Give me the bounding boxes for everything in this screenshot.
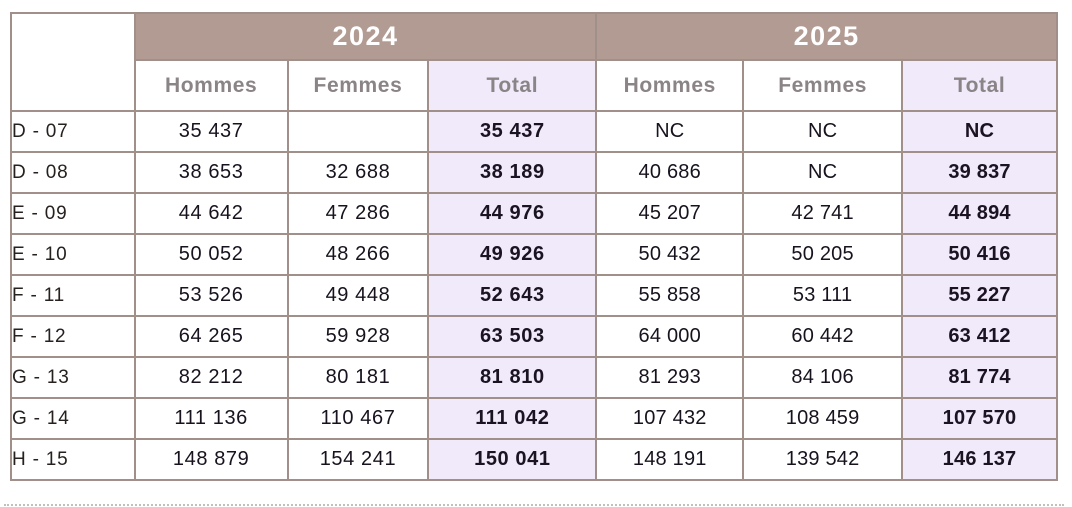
total-value-cell: 63 412	[901, 315, 1058, 358]
value-cell: 81 293	[595, 356, 745, 399]
value-cell: 49 448	[286, 274, 430, 317]
value-cell: 148 879	[133, 438, 289, 481]
statistics-table: 2024 2025 Hommes Femmes Total Hommes Fem…	[10, 12, 1058, 481]
value-cell: 110 467	[286, 397, 430, 440]
value-cell: 50 432	[595, 233, 745, 276]
total-value-cell: 49 926	[427, 233, 598, 276]
value-cell: 40 686	[595, 151, 745, 194]
table-row: D - 08 38 653 32 688 38 189 40 686 NC 39 837	[10, 151, 1058, 194]
row-label: D - 08	[10, 151, 136, 194]
table-row: H - 15 148 879 154 241 150 041 148 191 139 54…	[10, 438, 1058, 481]
corner-spacer-cell	[10, 12, 136, 112]
table-body: D - 07 35 437 35 437 NC NC NC D - 08 38 653 32 6…	[10, 110, 1058, 481]
value-cell: 84 106	[742, 356, 904, 399]
value-cell: NC	[742, 110, 904, 153]
value-cell: NC	[742, 151, 904, 194]
value-cell: 64 265	[133, 315, 289, 358]
value-cell: 108 459	[742, 397, 904, 440]
value-cell: NC	[595, 110, 745, 153]
total-value-cell: 39 837	[901, 151, 1058, 194]
bottom-dotted-line	[4, 504, 1064, 506]
table-row: G - 14 111 136 110 467 111 042 107 432 108 45…	[10, 397, 1058, 440]
year-header-2025: 2025	[595, 12, 1058, 61]
year-header-2024: 2024	[133, 12, 598, 61]
column-header-total-2025: Total	[901, 59, 1058, 112]
column-header-femmes-2024: Femmes	[286, 59, 430, 112]
total-value-cell: 38 189	[427, 151, 598, 194]
total-value-cell: 35 437	[427, 110, 598, 153]
row-label: G - 13	[10, 356, 136, 399]
table-row: F - 11 53 526 49 448 52 643 55 858 53 111 55 2…	[10, 274, 1058, 317]
value-cell: 82 212	[133, 356, 289, 399]
total-value-cell: 52 643	[427, 274, 598, 317]
table-row: F - 12 64 265 59 928 63 503 64 000 60 442 63 4…	[10, 315, 1058, 358]
value-cell: 47 286	[286, 192, 430, 235]
row-label: E - 10	[10, 233, 136, 276]
table-row: E - 10 50 052 48 266 49 926 50 432 50 205 50 4…	[10, 233, 1058, 276]
value-cell: 60 442	[742, 315, 904, 358]
total-value-cell: 111 042	[427, 397, 598, 440]
row-label: G - 14	[10, 397, 136, 440]
total-value-cell: 44 976	[427, 192, 598, 235]
value-cell: 55 858	[595, 274, 745, 317]
value-cell: 107 432	[595, 397, 745, 440]
value-cell: 53 526	[133, 274, 289, 317]
total-value-cell: NC	[901, 110, 1058, 153]
total-value-cell: 81 810	[427, 356, 598, 399]
value-cell	[286, 110, 430, 153]
column-header-row: Hommes Femmes Total Hommes Femmes Total	[11, 59, 1058, 112]
row-label: H - 15	[10, 438, 136, 481]
value-cell: 44 642	[133, 192, 289, 235]
value-cell: 42 741	[742, 192, 904, 235]
table-row: D - 07 35 437 35 437 NC NC NC	[10, 110, 1058, 153]
value-cell: 80 181	[286, 356, 430, 399]
table-row: E - 09 44 642 47 286 44 976 45 207 42 741 44 8…	[10, 192, 1058, 235]
value-cell: 139 542	[742, 438, 904, 481]
table-row: G - 13 82 212 80 181 81 810 81 293 84 106 81 7…	[10, 356, 1058, 399]
column-header-total-2024: Total	[427, 59, 598, 112]
value-cell: 35 437	[133, 110, 289, 153]
value-cell: 50 052	[133, 233, 289, 276]
value-cell: 38 653	[133, 151, 289, 194]
total-value-cell: 146 137	[901, 438, 1058, 481]
row-label: D - 07	[10, 110, 136, 153]
value-cell: 154 241	[286, 438, 430, 481]
year-header-row: 2024 2025	[10, 12, 1058, 112]
total-value-cell: 63 503	[427, 315, 598, 358]
column-header-hommes-2025: Hommes	[595, 59, 745, 112]
row-label: F - 12	[10, 315, 136, 358]
total-value-cell: 150 041	[427, 438, 598, 481]
row-label: F - 11	[10, 274, 136, 317]
value-cell: 64 000	[595, 315, 745, 358]
value-cell: 111 136	[133, 397, 289, 440]
total-value-cell: 55 227	[901, 274, 1058, 317]
column-header-hommes-2024: Hommes	[133, 59, 289, 112]
total-value-cell: 107 570	[901, 397, 1058, 440]
total-value-cell: 81 774	[901, 356, 1058, 399]
value-cell: 48 266	[286, 233, 430, 276]
value-cell: 32 688	[286, 151, 430, 194]
total-value-cell: 44 894	[901, 192, 1058, 235]
value-cell: 59 928	[286, 315, 430, 358]
value-cell: 50 205	[742, 233, 904, 276]
value-cell: 148 191	[595, 438, 745, 481]
total-value-cell: 50 416	[901, 233, 1058, 276]
column-header-femmes-2025: Femmes	[742, 59, 904, 112]
value-cell: 45 207	[595, 192, 745, 235]
value-cell: 53 111	[742, 274, 904, 317]
row-label: E - 09	[10, 192, 136, 235]
